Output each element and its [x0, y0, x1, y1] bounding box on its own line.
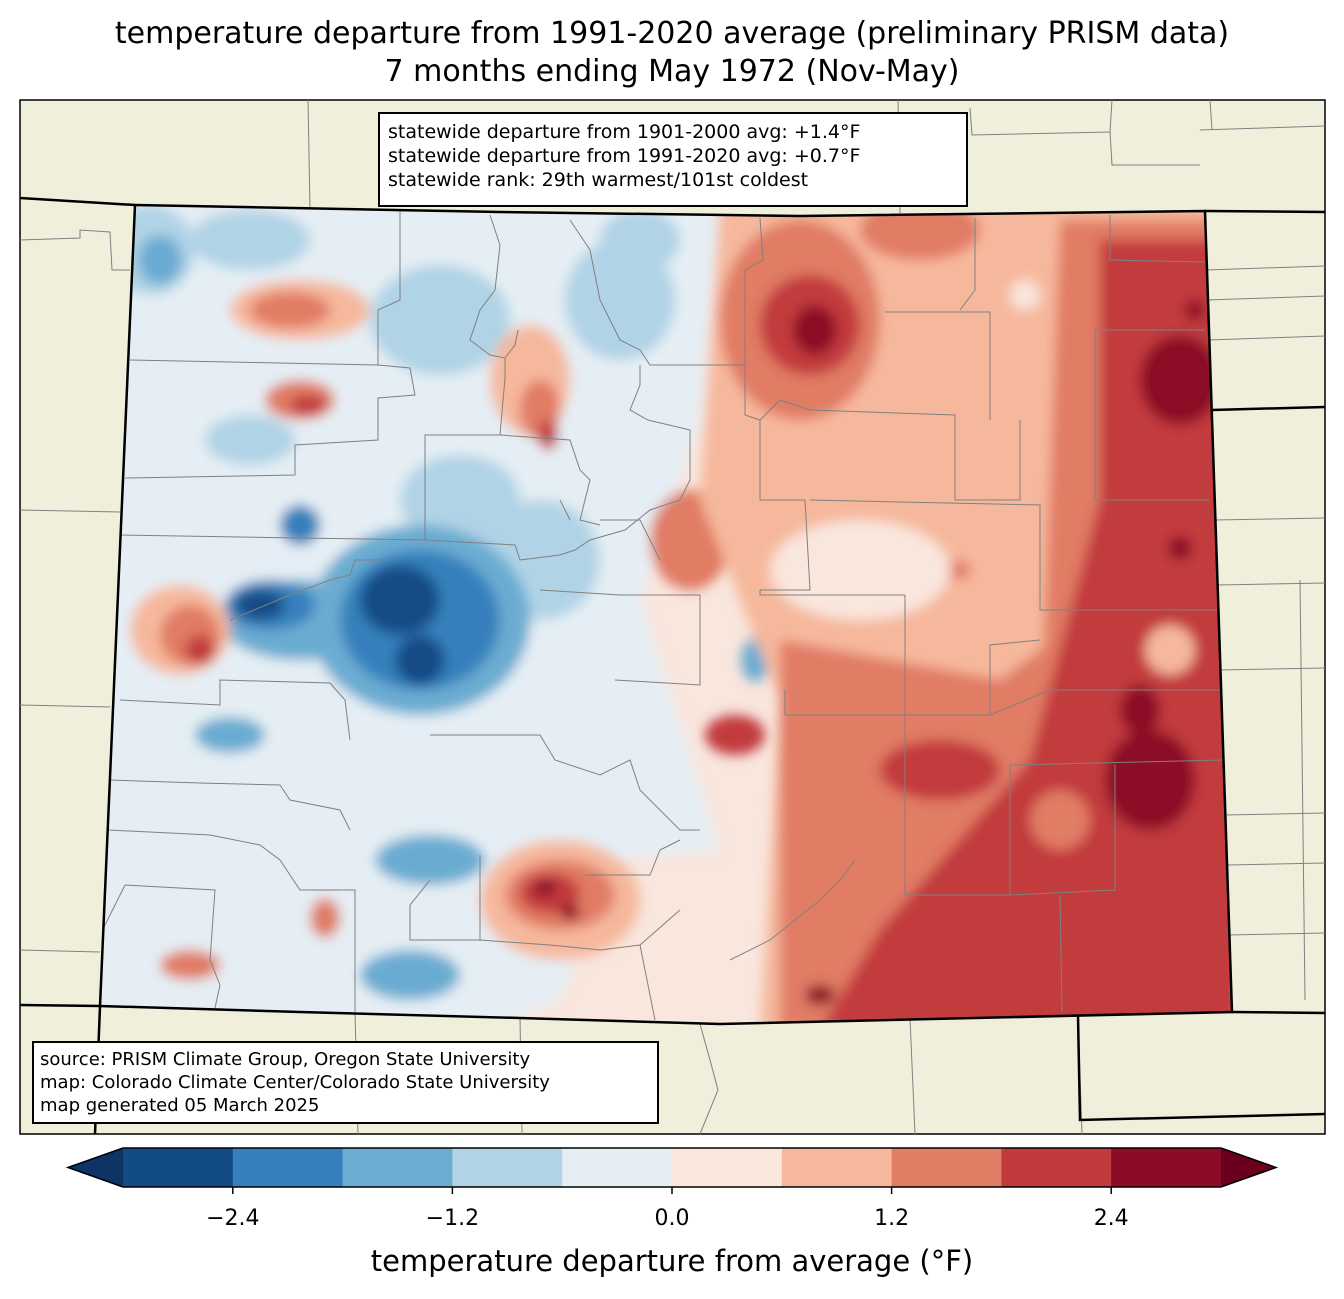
colorbar-tick-label: −1.2 — [425, 1206, 480, 1231]
colorbar-over-arrow — [1221, 1148, 1276, 1187]
colorado-boundary — [98, 203, 1234, 1026]
colorbar-segment — [342, 1148, 453, 1187]
colorbar-outline — [65, 1147, 1279, 1188]
source-credits-box: source: PRISM Climate Group, Oregon Stat… — [32, 1041, 659, 1124]
colorbar-segment — [891, 1148, 1002, 1187]
map-credit-line: map: Colorado Climate Center/Colorado St… — [40, 1072, 550, 1093]
statewide-stats-box: statewide departure from 1901-2000 avg: … — [378, 112, 968, 207]
colorbar-label: temperature departure from average (°F) — [370, 1244, 974, 1278]
map-generated-date: map generated 05 March 2025 — [40, 1095, 320, 1116]
colorbar — [65, 1147, 1279, 1194]
colorbar-tick-label: 2.4 — [1093, 1206, 1129, 1231]
colorbar-segment — [452, 1148, 563, 1187]
colorbar-tick-label: −2.4 — [206, 1206, 260, 1231]
stats-rank: statewide rank: 29th warmest/101st colde… — [388, 169, 809, 191]
map-title-line1: temperature departure from 1991-2020 ave… — [114, 16, 1230, 51]
colorbar-segment — [1001, 1148, 1112, 1187]
colorbar-tick-label: 1.2 — [874, 1206, 910, 1231]
stats-departure-1991-2020: statewide departure from 1991-2020 avg: … — [388, 145, 861, 167]
colorbar-segment — [781, 1148, 893, 1187]
colorbar-segment — [232, 1148, 344, 1187]
colorbar-segment — [1111, 1148, 1222, 1187]
colorbar-tick-label: 0.0 — [654, 1206, 690, 1231]
colorbar-segment — [562, 1148, 673, 1187]
source-line: source: PRISM Climate Group, Oregon Stat… — [40, 1049, 531, 1070]
colorbar-under-arrow — [68, 1148, 123, 1187]
neighbor-county-lines — [19, 99, 1326, 1135]
temperature-field — [100, 205, 1232, 1024]
colorbar-segment — [123, 1148, 234, 1187]
county-lines — [100, 210, 1226, 1021]
map-title-line2: 7 months ending May 1972 (Nov-May) — [384, 54, 960, 89]
colorbar-segment — [672, 1148, 783, 1187]
stats-departure-1901-2000: statewide departure from 1901-2000 avg: … — [388, 121, 861, 143]
